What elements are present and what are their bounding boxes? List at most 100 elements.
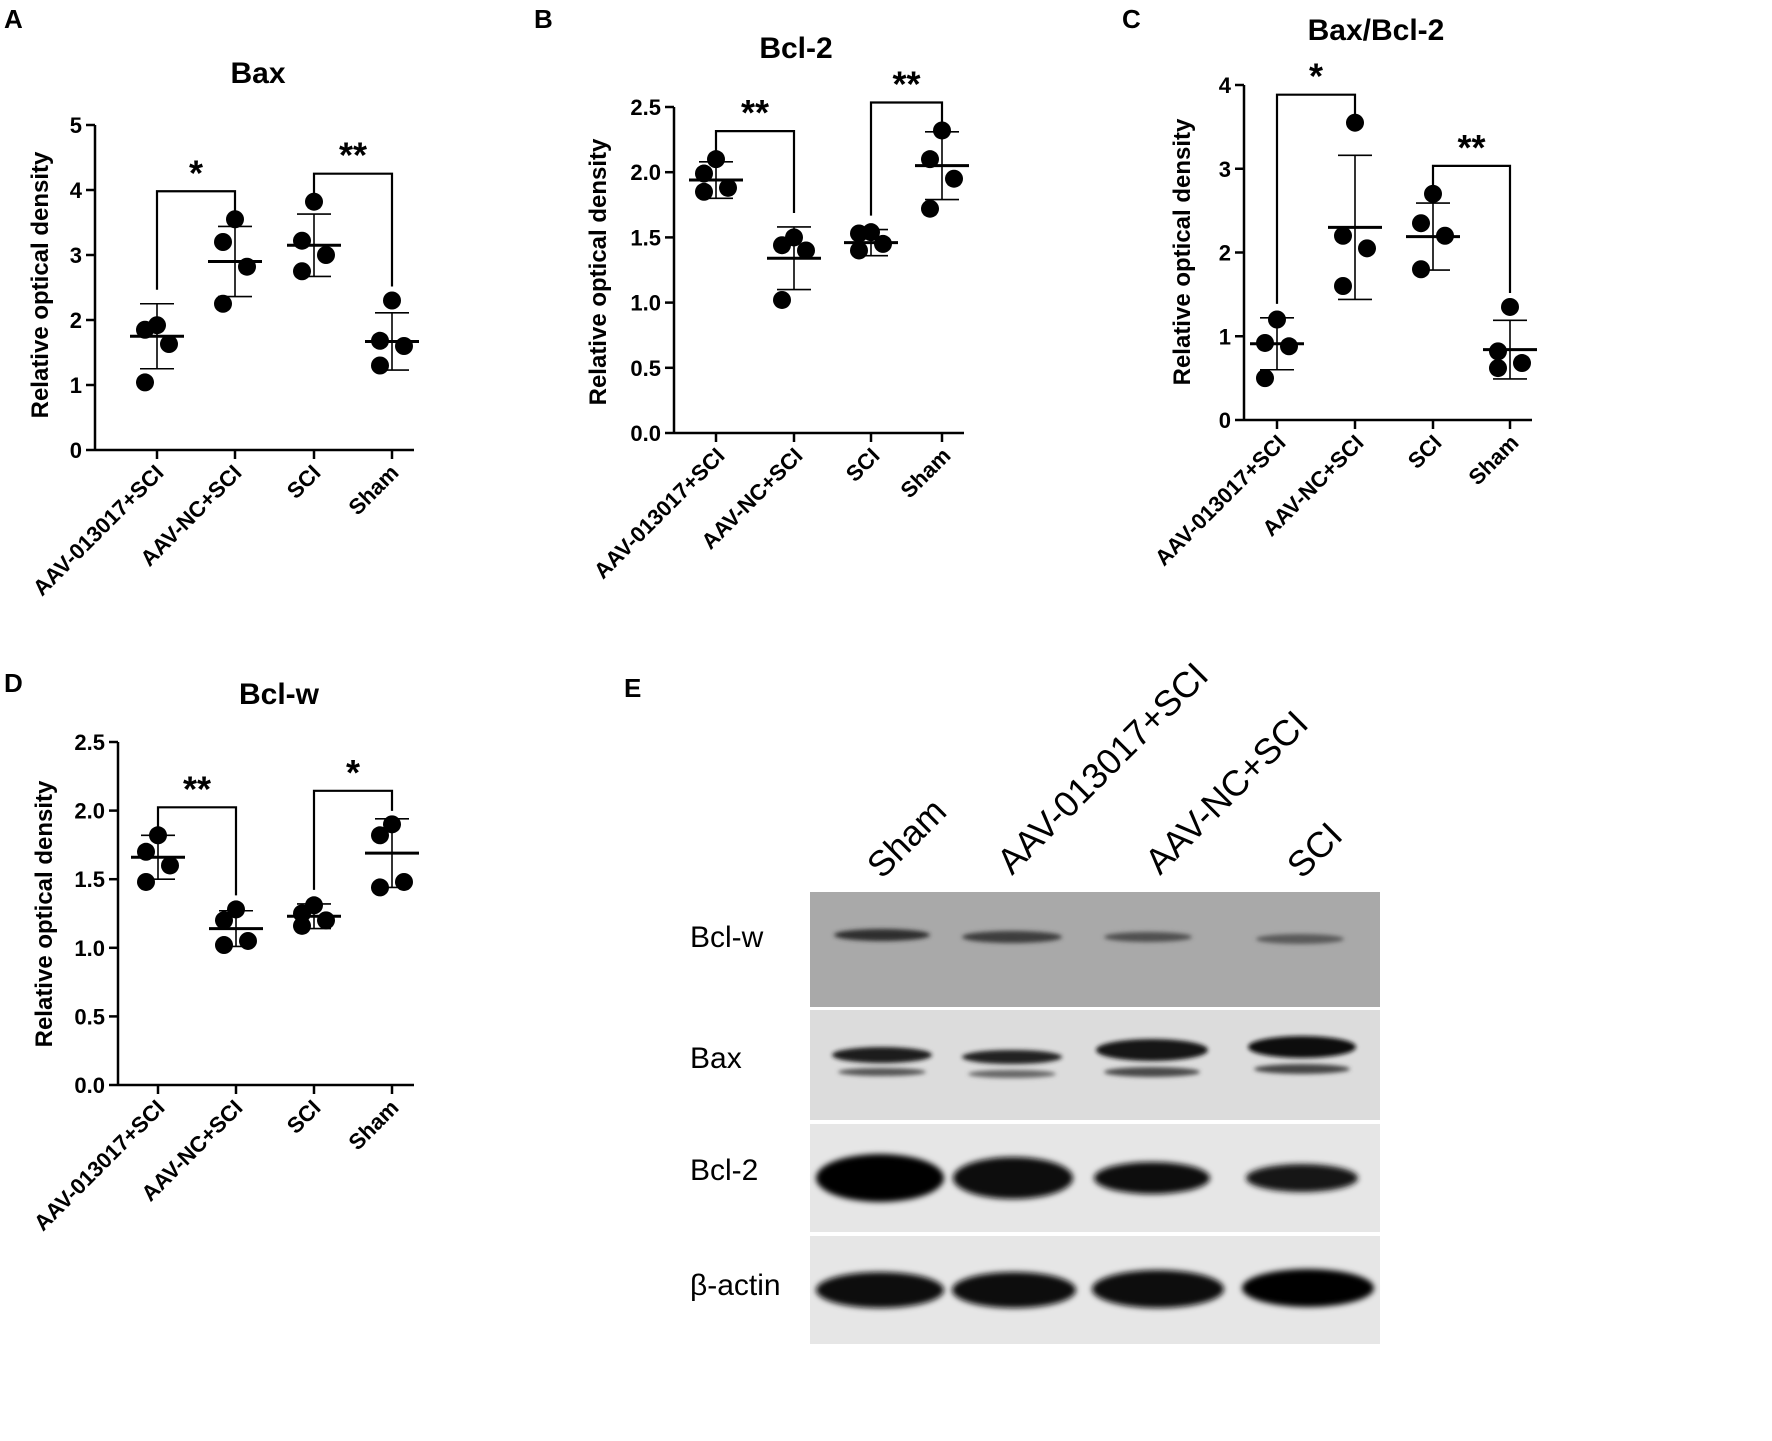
significance-label: ** [741,92,769,133]
blot-band [1256,934,1344,944]
data-point [136,373,154,392]
data-point [695,164,713,183]
blot-band [953,1157,1073,1199]
y-tick-label: 1 [1219,324,1231,349]
data-point [1334,226,1352,245]
significance-bracket [312,789,394,890]
data-point [785,228,803,247]
y-tick-label: 2.5 [74,730,105,755]
y-tick-label: 0.5 [74,1004,105,1029]
data-point [137,842,155,861]
data-point [148,316,166,335]
y-tick-label: 0.0 [630,421,661,446]
significance-bracket [714,130,796,213]
data-point [1334,277,1352,295]
significance-label: ** [183,768,211,809]
blot-band [1092,1270,1224,1308]
y-tick-label: 2.5 [630,95,661,120]
blot-band [1104,1067,1200,1077]
y-axis-label: Relative optical density [31,780,58,1047]
significance-label: * [346,752,360,793]
blot-band [1104,932,1192,942]
chart-title: Bcl-w [239,678,320,711]
blot-band [1094,1162,1210,1194]
x-category-label: AAV-013017+SCI [589,443,730,584]
blot-band [968,1070,1056,1078]
data-point [921,150,939,169]
data-point [1346,113,1364,132]
data-point [215,936,233,955]
data-point [945,169,963,188]
y-tick-label: 1 [70,373,82,398]
x-category-label: SCI [841,443,885,487]
data-point [1280,337,1298,356]
blot-band [1254,1064,1350,1074]
data-point [773,290,791,309]
significance-label: * [1309,56,1323,97]
y-tick-label: 3 [1219,157,1231,182]
y-tick-label: 5 [70,113,82,138]
data-point [850,241,868,260]
y-tick-label: 1.5 [74,867,105,892]
y-tick-label: 2.0 [74,799,105,824]
data-point [293,916,311,935]
bclw-chart: D Bcl-w Relative optical density 0.0 0.5 1… [4,668,419,1235]
data-point [797,241,815,260]
data-point [161,856,179,875]
data-point [921,199,939,218]
data-point [707,150,725,169]
data-point [317,911,335,930]
data-point [1424,184,1442,203]
data-point [719,178,737,197]
data-point [137,872,155,891]
blot-band [816,1272,944,1308]
blot-band [1242,1269,1374,1307]
data-point [215,911,233,930]
data-point [305,896,323,915]
significance-bracket [156,806,238,896]
blot-band [832,1047,932,1063]
blot-band [1246,1164,1358,1192]
significance-bracket [1275,93,1357,304]
y-tick-label: 3 [70,243,82,268]
y-tick-label: 2 [70,308,82,333]
x-category-label: Sham [895,443,955,503]
significance-label: ** [1457,127,1485,168]
y-tick-label: 0.0 [74,1073,105,1098]
y-tick-label: 0 [1219,408,1231,433]
bax-chart: A Bax Relative optical density 0 1 2 3 4 5 AAV… [4,4,419,600]
blot-row-label: Bcl-2 [690,1154,758,1187]
data-point [695,182,713,201]
y-tick-label: 0.5 [630,356,661,381]
blot-band [816,1154,944,1202]
data-point [149,826,167,845]
data-point [293,231,311,250]
x-category-label: AAV-013017+SCI [28,460,169,601]
significance-bracket [312,172,394,287]
data-point [395,337,413,355]
significance-bracket [1431,164,1512,293]
y-tick-label: 4 [1219,73,1232,98]
x-category-label: SCI [282,460,326,504]
significance-bracket [869,101,944,216]
blot-band [962,931,1062,943]
data-point [371,878,389,897]
data-point [1412,214,1430,233]
blot-row-label: Bax [690,1042,742,1075]
data-point [1268,310,1286,329]
panel-letter-d: D [4,668,23,698]
data-point [1358,239,1376,258]
data-point [226,210,244,229]
y-tick-label: 0 [70,438,82,463]
data-point [239,931,257,950]
data-point [317,246,335,264]
chart-title: Bcl-2 [759,32,832,65]
x-category-label: Sham [343,1095,403,1155]
panel-letter-b: B [534,4,553,34]
data-point [1256,369,1274,388]
data-point [238,257,256,276]
significance-bracket [155,190,237,290]
panel-letter-e: E [624,673,641,703]
data-point [1412,260,1430,279]
